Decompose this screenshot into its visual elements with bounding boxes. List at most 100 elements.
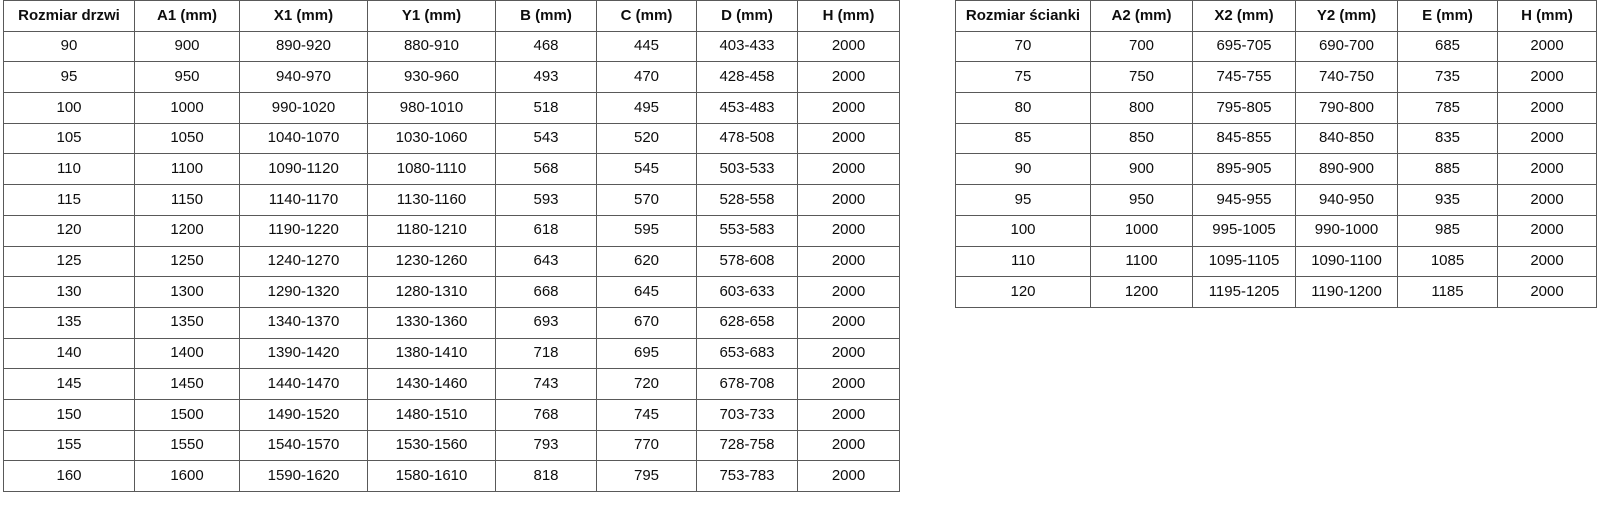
- table-cell: 518: [495, 92, 597, 124]
- table-cell: 578-608: [696, 245, 798, 278]
- table-cell: 793: [495, 429, 597, 462]
- table-cell: 940-970: [239, 61, 368, 94]
- table-cell: 840-850: [1295, 122, 1398, 155]
- table-cell: 2000: [797, 92, 900, 124]
- table-cell: 1090-1100: [1295, 245, 1398, 278]
- table-cell: 785: [1397, 92, 1498, 124]
- door-size-cell: 110: [3, 153, 135, 186]
- table-cell: 2000: [797, 337, 900, 370]
- table-cell: 428-458: [696, 61, 798, 94]
- table-cell: 2000: [1497, 92, 1597, 124]
- table-cell: 528-558: [696, 184, 798, 216]
- door-size-cell: 150: [3, 398, 135, 431]
- table-cell: 1250: [134, 245, 240, 278]
- table-row: 125 1250 1240-1270 1230-1260 643 620 578-608 20…: [3, 245, 900, 278]
- door-column-header: X1 (mm): [239, 0, 368, 32]
- table-cell: 493: [495, 61, 597, 94]
- table-cell: 1490-1520: [239, 398, 368, 431]
- table-cell: 1480-1510: [367, 398, 496, 431]
- table-cell: 1540-1570: [239, 429, 368, 462]
- wall-column-header: Rozmiar ścianki: [955, 0, 1091, 32]
- table-cell: 1180-1210: [367, 214, 496, 247]
- table-cell: 890-900: [1295, 153, 1398, 186]
- table-cell: 703-733: [696, 398, 798, 431]
- door-size-cell: 130: [3, 276, 135, 308]
- door-size-cell: 160: [3, 460, 135, 492]
- door-column-header: A1 (mm): [134, 0, 240, 32]
- wall-table-header: Rozmiar ścianki A2 (mm) X2 (mm) Y2 (mm) E (m…: [955, 0, 1597, 32]
- table-row: 110 1100 1090-1120 1080-1110 568 545 503-533 20…: [3, 153, 900, 186]
- door-size-cell: 140: [3, 337, 135, 370]
- table-cell: 818: [495, 460, 597, 492]
- table-row: 110 1100 1095-1105 1090-1100 1085 2000: [955, 245, 1597, 278]
- table-cell: 470: [596, 61, 697, 94]
- table-cell: 603-633: [696, 276, 798, 308]
- table-cell: 795-805: [1192, 92, 1296, 124]
- door-size-cell: 120: [3, 214, 135, 247]
- table-cell: 1340-1370: [239, 306, 368, 339]
- table-cell: 880-910: [367, 30, 496, 63]
- table-cell: 445: [596, 30, 697, 63]
- table-cell: 2000: [797, 61, 900, 94]
- table-row: 95 950 945-955 940-950 935 2000: [955, 184, 1597, 216]
- table-row: 150 1500 1490-1520 1480-1510 768 745 703-733 20…: [3, 398, 900, 431]
- table-cell: 753-783: [696, 460, 798, 492]
- table-cell: 700: [1090, 30, 1193, 63]
- table-cell: 1190-1200: [1295, 276, 1398, 308]
- table-cell: 895-905: [1192, 153, 1296, 186]
- table-cell: 568: [495, 153, 597, 186]
- table-cell: 750: [1090, 61, 1193, 94]
- table-cell: 2000: [797, 429, 900, 462]
- table-cell: 478-508: [696, 122, 798, 155]
- door-size-cell: 125: [3, 245, 135, 278]
- table-cell: 1140-1170: [239, 184, 368, 216]
- table-cell: 1190-1220: [239, 214, 368, 247]
- door-size-cell: 90: [3, 30, 135, 63]
- table-cell: 693: [495, 306, 597, 339]
- table-cell: 985: [1397, 214, 1498, 247]
- wall-size-cell: 70: [955, 30, 1091, 63]
- table-cell: 2000: [1497, 184, 1597, 216]
- door-size-cell: 155: [3, 429, 135, 462]
- table-cell: 2000: [797, 153, 900, 186]
- table-cell: 685: [1397, 30, 1498, 63]
- table-row: 155 1550 1540-1570 1530-1560 793 770 728-758 20…: [3, 429, 900, 462]
- table-cell: 740-750: [1295, 61, 1398, 94]
- table-cell: 735: [1397, 61, 1498, 94]
- table-cell: 1150: [134, 184, 240, 216]
- table-cell: 935: [1397, 184, 1498, 216]
- table-cell: 950: [134, 61, 240, 94]
- table-cell: 2000: [797, 368, 900, 400]
- table-cell: 2000: [797, 276, 900, 308]
- door-table-header: Rozmiar drzwi A1 (mm) X1 (mm) Y1 (mm) B (mm)…: [3, 0, 900, 32]
- table-cell: 1230-1260: [367, 245, 496, 278]
- table-row: 130 1300 1290-1320 1280-1310 668 645 603-633 20…: [3, 276, 900, 308]
- table-cell: 728-758: [696, 429, 798, 462]
- table-cell: 2000: [797, 460, 900, 492]
- table-cell: 2000: [1497, 122, 1597, 155]
- table-cell: 2000: [1497, 276, 1597, 308]
- table-cell: 1195-1205: [1192, 276, 1296, 308]
- table-cell: 950: [1090, 184, 1193, 216]
- wall-column-header: X2 (mm): [1192, 0, 1296, 32]
- table-cell: 553-583: [696, 214, 798, 247]
- table-cell: 1080-1110: [367, 153, 496, 186]
- wall-size-cell: 80: [955, 92, 1091, 124]
- table-cell: 1100: [134, 153, 240, 186]
- table-cell: 468: [495, 30, 597, 63]
- table-row: 95 950 940-970 930-960 493 470 428-458 2000: [3, 61, 900, 94]
- table-row: 120 1200 1195-1205 1190-1200 1185 2000: [955, 276, 1597, 308]
- door-size-cell: 95: [3, 61, 135, 94]
- table-row: 105 1050 1040-1070 1030-1060 543 520 478-508 20…: [3, 122, 900, 155]
- wall-size-cell: 75: [955, 61, 1091, 94]
- table-cell: 835: [1397, 122, 1498, 155]
- table-cell: 745-755: [1192, 61, 1296, 94]
- table-cell: 2000: [797, 122, 900, 155]
- door-size-cell: 115: [3, 184, 135, 216]
- table-row: 100 1000 990-1020 980-1010 518 495 453-483 2000: [3, 92, 900, 124]
- table-row: 160 1600 1590-1620 1580-1610 818 795 753-783 20…: [3, 460, 900, 492]
- door-column-header: Y1 (mm): [367, 0, 496, 32]
- table-cell: 930-960: [367, 61, 496, 94]
- table-cell: 690-700: [1295, 30, 1398, 63]
- table-cell: 795: [596, 460, 697, 492]
